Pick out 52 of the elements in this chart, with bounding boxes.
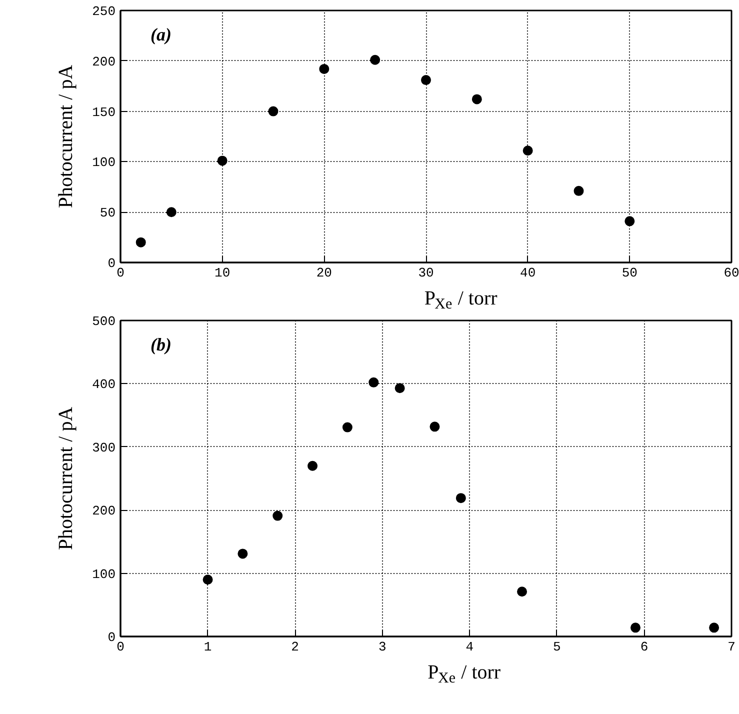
y-tick-label: 0	[108, 630, 116, 645]
x-tick-label: 1	[204, 640, 212, 654]
point	[456, 493, 466, 504]
y-tick-label: 0	[108, 256, 116, 271]
y-tick-label: 100	[92, 566, 116, 582]
point	[394, 383, 405, 394]
y-tick-label: 500	[92, 314, 116, 329]
y-axis-title: Photocurrent / pA	[55, 64, 78, 208]
y-axis-title: Photocurrent / pA	[55, 406, 78, 550]
y-tick-label: 150	[92, 104, 116, 120]
point	[217, 156, 228, 166]
point	[574, 186, 584, 196]
point	[421, 75, 431, 86]
x-tick-label: 60	[724, 266, 739, 280]
point	[624, 216, 635, 226]
point	[630, 622, 640, 633]
annotation: (a)	[150, 24, 172, 44]
point	[370, 54, 380, 65]
x-tick-label: 3	[378, 640, 386, 654]
point	[517, 586, 528, 597]
x-tick-label: 2	[291, 640, 299, 654]
x-tick-label: 30	[418, 266, 434, 280]
point	[319, 64, 330, 74]
y-tick-label: 250	[92, 4, 116, 19]
x-tick-label: 10	[214, 266, 230, 280]
x-tick-label: 50	[622, 266, 638, 280]
y-tick-label: 300	[92, 440, 116, 456]
x-tick-label: 20	[316, 266, 332, 280]
point	[430, 422, 440, 432]
x-tick-label: 4	[466, 640, 474, 654]
x-tick-label: 6	[640, 640, 648, 654]
point	[166, 207, 176, 218]
point	[368, 377, 379, 388]
point	[472, 94, 482, 104]
y-tick-label: 50	[100, 206, 116, 221]
annotation: (b)	[150, 334, 172, 354]
y-tick-label: 400	[92, 377, 116, 392]
x-tick-label: 40	[520, 266, 536, 280]
point	[522, 146, 533, 156]
y-tick-label: 200	[92, 504, 116, 519]
point	[272, 510, 283, 521]
point	[342, 422, 352, 432]
x-tick-label: 5	[553, 640, 561, 654]
point	[308, 460, 318, 471]
x-tick-label: 7	[728, 640, 736, 654]
y-tick-label: 100	[92, 155, 116, 170]
y-tick-label: 200	[92, 54, 116, 70]
point	[238, 548, 248, 559]
point	[136, 237, 146, 248]
point	[268, 106, 278, 116]
point	[709, 622, 720, 633]
point	[202, 574, 213, 585]
